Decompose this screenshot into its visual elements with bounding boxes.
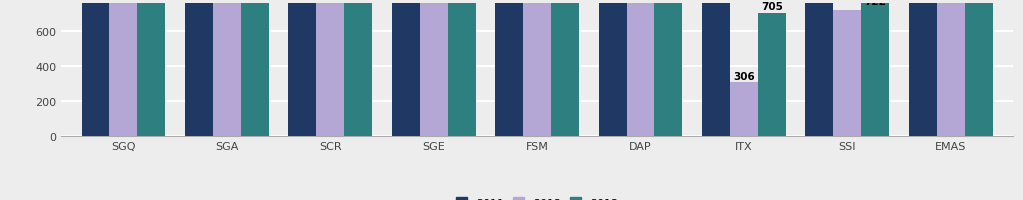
Bar xyxy=(834,11,861,136)
Bar xyxy=(937,0,965,136)
Bar xyxy=(495,0,523,136)
Bar xyxy=(655,0,682,136)
Text: 722: 722 xyxy=(864,0,886,7)
Bar xyxy=(288,0,316,136)
Bar xyxy=(551,0,579,136)
Bar xyxy=(185,0,213,136)
Bar xyxy=(702,0,730,136)
Bar xyxy=(523,0,551,136)
Bar xyxy=(419,0,448,136)
Legend: 2011, 2012, 2013: 2011, 2012, 2013 xyxy=(451,193,623,200)
Bar xyxy=(392,0,419,136)
Bar xyxy=(344,0,372,136)
Bar xyxy=(316,0,344,136)
Bar xyxy=(240,0,269,136)
Bar xyxy=(730,83,758,136)
Bar xyxy=(137,0,166,136)
Text: 705: 705 xyxy=(761,2,783,12)
Bar xyxy=(598,0,626,136)
Bar xyxy=(861,0,889,136)
Bar xyxy=(109,0,137,136)
Text: 306: 306 xyxy=(733,72,755,81)
Bar xyxy=(805,0,834,136)
Bar xyxy=(758,14,786,136)
Bar xyxy=(908,0,937,136)
Bar xyxy=(82,0,109,136)
Bar xyxy=(626,0,655,136)
Bar xyxy=(213,0,240,136)
Bar xyxy=(448,0,476,136)
Bar xyxy=(965,0,992,136)
